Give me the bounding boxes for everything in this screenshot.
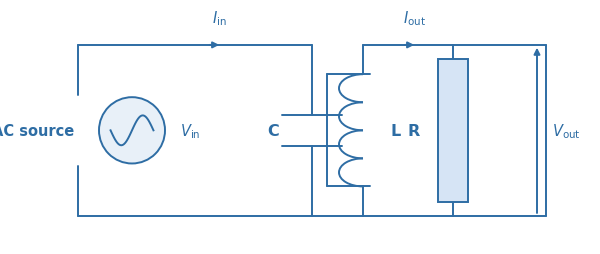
- Text: $\mathbf{L}$: $\mathbf{L}$: [390, 123, 402, 139]
- Text: $\mathbf{C}$: $\mathbf{C}$: [266, 123, 280, 139]
- Text: $V_\mathrm{out}$: $V_\mathrm{out}$: [552, 121, 581, 140]
- Text: $I_\mathrm{in}$: $I_\mathrm{in}$: [212, 9, 226, 28]
- Text: $V_\mathrm{in}$: $V_\mathrm{in}$: [180, 121, 200, 140]
- Text: AC source: AC source: [0, 123, 74, 138]
- Text: $I_\mathrm{out}$: $I_\mathrm{out}$: [403, 9, 425, 28]
- Ellipse shape: [99, 98, 165, 164]
- Bar: [438, 60, 468, 202]
- Text: $\mathbf{R}$: $\mathbf{R}$: [407, 123, 421, 139]
